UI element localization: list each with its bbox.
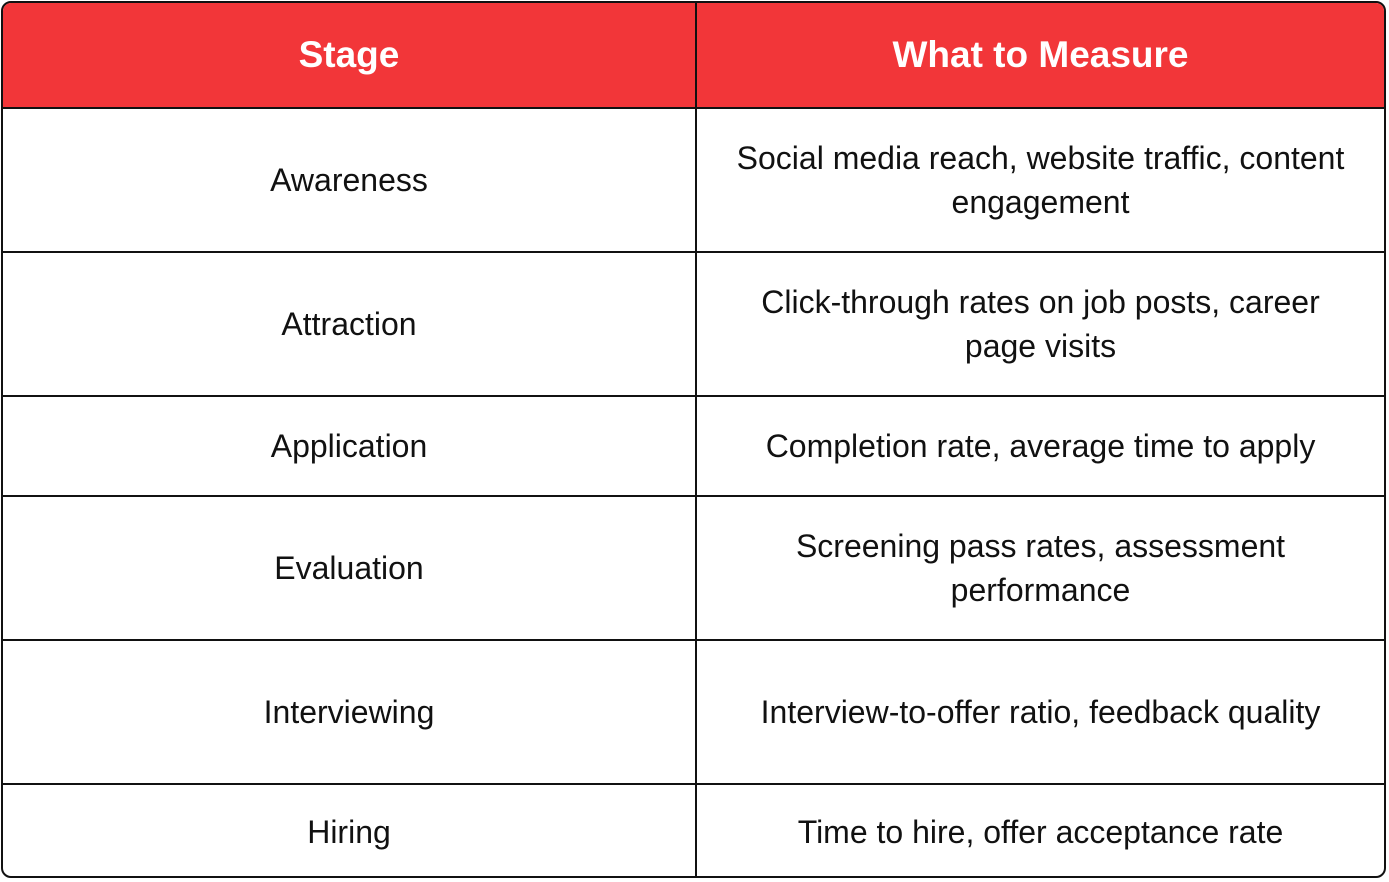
header-stage: Stage xyxy=(3,3,696,109)
measure-cell: Time to hire, offer acceptance rate xyxy=(695,783,1384,876)
stage-cell: Attraction xyxy=(3,251,696,396)
table-row: Awareness Social media reach, website tr… xyxy=(3,107,1384,252)
measure-cell: Interview-to-offer ratio, feedback quali… xyxy=(695,639,1384,784)
table-row: Attraction Click-through rates on job po… xyxy=(3,251,1384,396)
table-row: Hiring Time to hire, offer acceptance ra… xyxy=(3,783,1384,876)
measure-cell: Social media reach, website traffic, con… xyxy=(695,107,1384,252)
table-row: Application Completion rate, average tim… xyxy=(3,395,1384,496)
stage-measure-table: Stage What to Measure Awareness Social m… xyxy=(3,3,1384,876)
stage-cell: Evaluation xyxy=(3,495,696,640)
measure-cell: Screening pass rates, assessment perform… xyxy=(695,495,1384,640)
stage-cell: Application xyxy=(3,395,696,496)
measure-cell: Completion rate, average time to apply xyxy=(695,395,1384,496)
table-row: Interviewing Interview-to-offer ratio, f… xyxy=(3,639,1384,784)
stage-cell: Hiring xyxy=(3,783,696,876)
measure-cell: Click-through rates on job posts, career… xyxy=(695,251,1384,396)
table-row: Evaluation Screening pass rates, assessm… xyxy=(3,495,1384,640)
table-header-row: Stage What to Measure xyxy=(3,3,1384,109)
header-what-to-measure: What to Measure xyxy=(695,3,1384,109)
stage-cell: Awareness xyxy=(3,107,696,252)
stage-cell: Interviewing xyxy=(3,639,696,784)
